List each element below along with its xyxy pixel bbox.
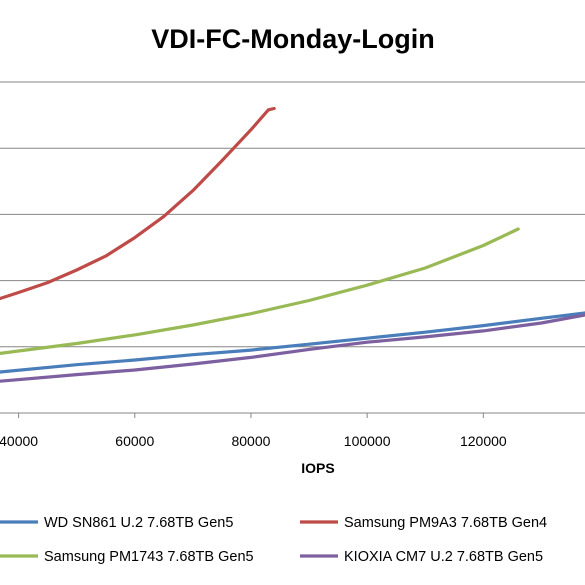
legend-label: Samsung PM9A3 7.68TB Gen4 <box>344 515 547 531</box>
legend-item: Samsung PM1743 7.68TB Gen5 <box>0 549 254 565</box>
x-tick-label: 40000 <box>0 433 38 449</box>
chart-title: VDI-FC-Monday-Login <box>151 24 434 54</box>
x-tick-label: 80000 <box>231 433 270 449</box>
axes <box>0 412 585 418</box>
legend-label: WD SN861 U.2 7.68TB Gen5 <box>44 515 233 531</box>
legend-item: Samsung PM9A3 7.68TB Gen4 <box>300 515 547 531</box>
gridlines <box>0 81 585 348</box>
series-line <box>0 313 585 383</box>
x-tick-labels: 40000 60000 80000 100000 120000 <box>0 433 507 449</box>
x-tick-label: 60000 <box>115 433 154 449</box>
x-axis-title: IOPS <box>301 460 334 476</box>
legend: WD SN861 U.2 7.68TB Gen5 Samsung PM9A3 7.… <box>0 515 547 565</box>
legend-item: WD SN861 U.2 7.68TB Gen5 <box>0 515 233 531</box>
plot-area <box>0 106 585 383</box>
legend-label: KIOXIA CM7 U.2 7.68TB Gen5 <box>344 549 543 565</box>
series-line <box>0 106 276 301</box>
legend-label: Samsung PM1743 7.68TB Gen5 <box>44 549 254 565</box>
x-tick-label: 100000 <box>344 433 391 449</box>
series-line <box>0 227 520 355</box>
x-tick-label: 120000 <box>460 433 507 449</box>
legend-item: KIOXIA CM7 U.2 7.68TB Gen5 <box>300 549 543 565</box>
series-line <box>0 311 585 374</box>
